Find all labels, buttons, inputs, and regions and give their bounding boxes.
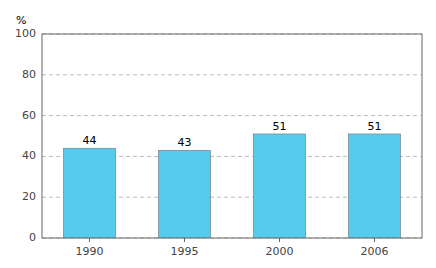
x-tick-label: 2000 bbox=[266, 245, 294, 258]
y-tick-label: 20 bbox=[22, 190, 36, 203]
x-tick-label: 2006 bbox=[361, 245, 389, 258]
chart-container: 0 20 40 60 80 100 44 43 51 51 1990 1995 2000 2006% bbox=[0, 0, 436, 268]
x-tick bbox=[184, 238, 185, 242]
bar bbox=[253, 134, 305, 238]
x-tick-label: 1995 bbox=[171, 245, 199, 258]
y-tick-label: 100 bbox=[15, 27, 36, 40]
bar bbox=[158, 150, 210, 238]
grid bbox=[42, 34, 422, 238]
x-tick-label: 1990 bbox=[76, 245, 104, 258]
x-tick bbox=[279, 238, 280, 242]
data-label: 51 bbox=[273, 120, 287, 133]
data-label: 44 bbox=[83, 134, 97, 147]
data-label: 51 bbox=[368, 120, 382, 133]
plot-frame bbox=[42, 34, 422, 238]
grid-line bbox=[42, 115, 422, 116]
y-tick-label: 40 bbox=[22, 149, 36, 162]
bar bbox=[348, 134, 400, 238]
chart-svg: 0 20 40 60 80 100 44 43 51 51 1990 1995 2000 2006% bbox=[0, 0, 436, 268]
y-tick-label: 80 bbox=[22, 68, 36, 81]
y-tick-label: 60 bbox=[22, 109, 36, 122]
bars bbox=[63, 134, 400, 238]
y-tick-label: 0 bbox=[29, 231, 36, 244]
y-axis-label: % bbox=[16, 14, 26, 27]
bar bbox=[63, 148, 115, 238]
x-tick bbox=[89, 238, 90, 242]
x-tick bbox=[374, 238, 375, 242]
grid-line bbox=[42, 74, 422, 75]
data-label: 43 bbox=[178, 136, 192, 149]
